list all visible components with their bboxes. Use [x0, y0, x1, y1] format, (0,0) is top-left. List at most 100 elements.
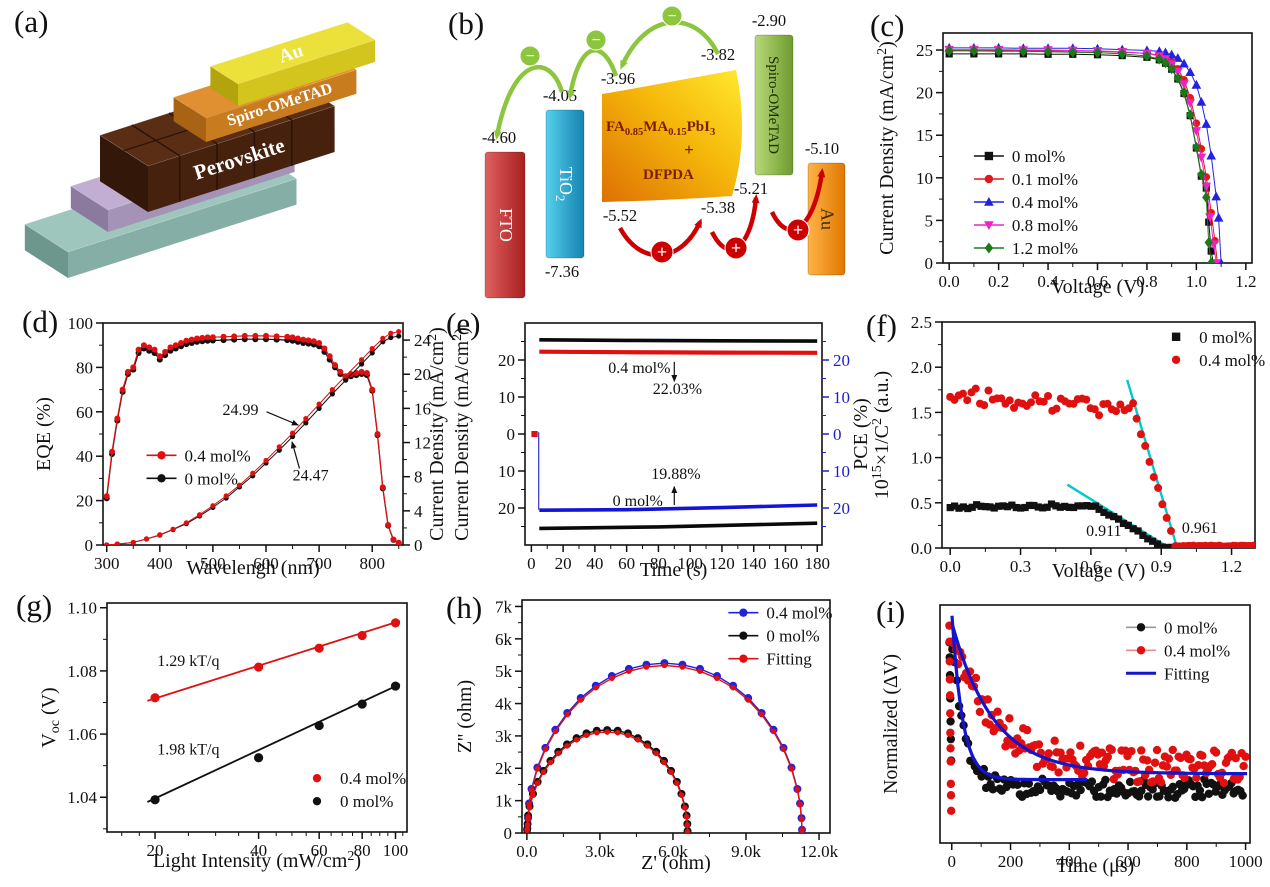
- panel-letter-a: (a): [14, 4, 49, 39]
- svg-text:5: 5: [925, 211, 934, 230]
- svg-text:160: 160: [773, 554, 799, 573]
- c-xlabel: Voltage (V): [1051, 276, 1145, 298]
- panel-letter-f: (f): [866, 308, 897, 343]
- panel-c: 0.0 0.2 0.4 0.6 0.8 1.0 1.2 0 5 10 15 20 25 Voltage (…: [845, 0, 1270, 300]
- panel-letter-b: (b): [448, 6, 485, 41]
- energy-value: -3.82: [701, 45, 735, 64]
- svg-text:20: 20: [147, 841, 164, 860]
- svg-text:0.6: 0.6: [1087, 272, 1108, 291]
- d-xlabel: Wavelengh (nm): [186, 557, 319, 579]
- svg-text:0.3: 0.3: [1010, 557, 1031, 576]
- svg-text:0 mol%: 0 mol%: [1164, 618, 1217, 637]
- svg-text:0: 0: [833, 425, 842, 444]
- svg-text:10: 10: [498, 388, 515, 407]
- svg-text:9.0k: 9.0k: [731, 842, 761, 861]
- svg-text:1.2: 1.2: [1221, 557, 1242, 576]
- h-ylabel: Z'' (ohm): [454, 680, 476, 753]
- svg-text:6k: 6k: [495, 630, 513, 649]
- svg-text:1.10: 1.10: [67, 599, 97, 618]
- eqe-chart: 300 400 500 600 700 800 0 20 40 60 80 100 0 4 8 12 16 20 2…: [33, 314, 448, 579]
- d-legend: 0.4 mol% 0 mol%: [146, 446, 251, 488]
- svg-text:3.0k: 3.0k: [585, 842, 615, 861]
- svg-text:60: 60: [311, 841, 328, 860]
- electron-icon: −: [667, 8, 676, 25]
- svg-text:1.04: 1.04: [67, 788, 97, 807]
- svg-text:0.8 mol%: 0.8 mol%: [1012, 216, 1078, 235]
- svg-text:0.911: 0.911: [1086, 523, 1121, 540]
- energy-value: -5.38: [701, 198, 735, 217]
- f-axes: 0.0 0.3 0.6 0.9 1.2 0.0 0.5 1.0 1.5 2.0 2.5: [911, 313, 1242, 576]
- c-series: [944, 42, 1224, 263]
- energy-value: -5.10: [805, 139, 839, 158]
- i-series: [945, 615, 1250, 816]
- electron-icon: −: [525, 48, 534, 65]
- panel-letter-h: (h): [446, 590, 483, 625]
- mott-schottky-chart: 0.0 0.3 0.6 0.9 1.2 0.0 0.5 1.0 1.5 2.0 2.5 Voltage…: [870, 313, 1265, 582]
- svg-text:80: 80: [76, 358, 93, 377]
- svg-text:0 mol%: 0 mol%: [340, 792, 393, 811]
- svg-text:120: 120: [709, 554, 735, 573]
- svg-text:0.0: 0.0: [940, 557, 961, 576]
- stack-layer-5: Au: [209, 21, 376, 106]
- hole-icon: +: [657, 242, 667, 262]
- svg-text:0.2: 0.2: [988, 272, 1009, 291]
- svg-text:0.6: 0.6: [1080, 557, 1101, 576]
- svg-text:15: 15: [916, 126, 933, 145]
- svg-text:100: 100: [68, 314, 94, 333]
- e-axes: 0 20 40 60 80 100 120 140 160 1802010010202010010…: [498, 341, 850, 573]
- panel-f: 0.0 0.3 0.6 0.9 1.2 0.0 0.5 1.0 1.5 2.0 2.5 Voltage…: [845, 300, 1270, 590]
- energy-bar-perovskite: FA0.85​MA0.15​PbI3​ + DFPDA -3.96 -3.82 -5.52…: [601, 45, 742, 225]
- svg-text:0.4 mol%: 0.4 mol%: [766, 604, 832, 623]
- hole-icon: +: [731, 238, 741, 258]
- svg-text:0.4 mol%: 0.4 mol%: [1012, 193, 1078, 212]
- svg-text:0.961: 0.961: [1182, 520, 1218, 537]
- perovskite-additive: DFPDA: [643, 167, 694, 183]
- svg-text:20: 20: [833, 351, 850, 370]
- e-ylabel-right: PCE (%): [850, 398, 872, 470]
- d-ylabel-right: Current Density (mA/cm2​): [425, 327, 448, 541]
- energy-value: -7.36: [545, 262, 579, 281]
- svg-text:0.0: 0.0: [939, 272, 960, 291]
- svg-text:0: 0: [527, 554, 536, 573]
- svg-text:10: 10: [916, 169, 933, 188]
- g-legend: 0.4 mol% 0 mol%: [312, 769, 406, 811]
- i-axes: 0 200 400 600 800 1000: [948, 843, 1263, 871]
- panel-e: 0 20 40 60 80 100 120 140 160 180 20 10 0 10 20 20 10 0 10…: [430, 300, 875, 590]
- f-series: [946, 379, 1255, 548]
- d-series: [103, 329, 402, 545]
- f-ylabel: 1015​×1/C2​ (a.u.): [870, 371, 893, 499]
- g-series: [147, 618, 401, 805]
- panel-d: 300 400 500 600 700 800 0 20 40 60 80 100 0 4 8 12 16 20 2…: [0, 300, 460, 590]
- svg-text:1k: 1k: [495, 792, 513, 811]
- svg-text:600: 600: [253, 554, 279, 573]
- stabilized-output-chart: 0 20 40 60 80 100 120 140 160 1802010010202010010…: [450, 322, 872, 581]
- svg-text:1.29 kT/q: 1.29 kT/q: [157, 653, 219, 670]
- svg-text:0.9: 0.9: [1151, 557, 1172, 576]
- energy-bar-fto: FTO-4.60: [482, 128, 526, 299]
- svg-text:1.08: 1.08: [67, 662, 97, 681]
- svg-text:0.4 mol%: 0.4 mol%: [340, 769, 406, 788]
- i-legend: 0 mol% 0.4 mol% Fitting: [1126, 618, 1230, 683]
- svg-text:100: 100: [383, 841, 409, 860]
- svg-text:12.0k: 12.0k: [800, 842, 839, 861]
- g-axes: 20 40 60 80 100 1.04 1.06 1.08 1.10: [67, 599, 408, 860]
- svg-text:1.06: 1.06: [67, 725, 97, 744]
- svg-text:0 mol%: 0 mol%: [1199, 328, 1252, 347]
- energy-bar-label: FTO: [496, 208, 516, 242]
- svg-text:1.0: 1.0: [911, 449, 932, 468]
- g-ylabel: Voc​ (V): [38, 687, 63, 747]
- svg-text:20: 20: [498, 499, 515, 518]
- panel-h: 0.0 3.0k 6.0k 9.0k 12.0k 0 1k 2k 3k 4k 5k 6k 7k Z' (o…: [415, 580, 855, 887]
- svg-text:1.98 kT/q: 1.98 kT/q: [157, 742, 219, 759]
- energy-value: -2.90: [752, 11, 786, 30]
- svg-text:0.0: 0.0: [911, 539, 932, 558]
- panel-letter-g: (g): [16, 588, 53, 623]
- svg-text:0 mol%: 0 mol%: [1012, 147, 1065, 166]
- svg-text:0 mol%: 0 mol%: [766, 627, 819, 646]
- svg-text:0.4 mol%: 0.4 mol%: [608, 360, 670, 377]
- h-xlabel: Z' (ohm): [641, 852, 711, 874]
- svg-text:0.4 mol%: 0.4 mol%: [1164, 641, 1230, 660]
- svg-text:7k: 7k: [495, 597, 513, 616]
- h-axes: 0.0 3.0k 6.0k 9.0k 12.0k 0 1k 2k 3k 4k 5k 6k 7k: [495, 597, 839, 861]
